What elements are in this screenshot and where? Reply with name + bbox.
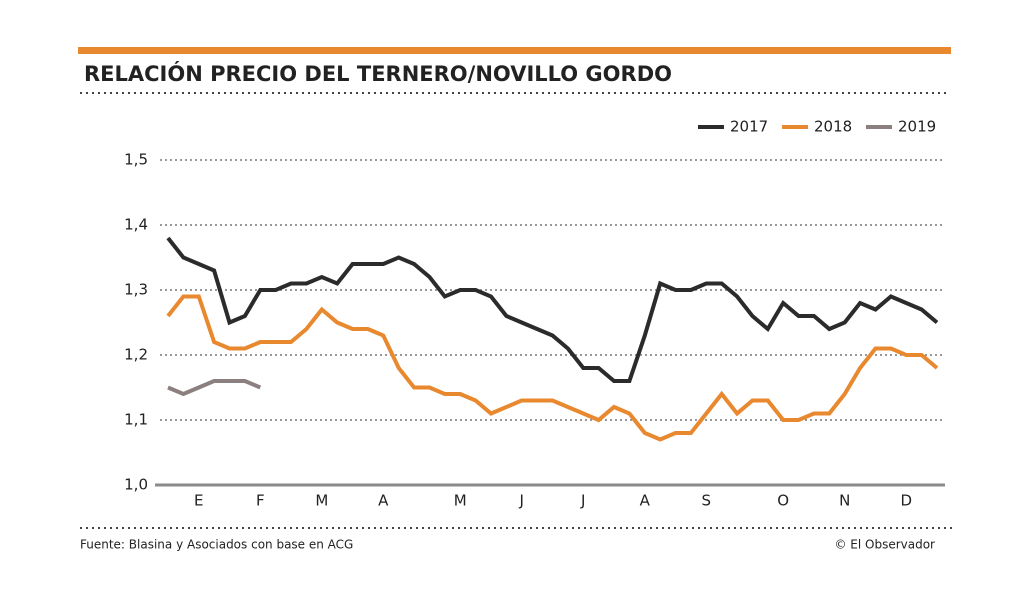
- x-tick-label: D: [900, 492, 912, 510]
- y-tick-label: 1,3: [124, 281, 148, 299]
- credit: © El Observador: [834, 538, 935, 552]
- legend-label: 2018: [814, 118, 852, 136]
- y-tick-label: 1,1: [124, 411, 148, 429]
- series-line: [166, 294, 939, 442]
- x-tick-label: J: [580, 492, 585, 510]
- x-tick-label: J: [519, 492, 524, 510]
- y-tick-label: 1,5: [124, 151, 148, 169]
- series-line: [166, 236, 939, 383]
- x-tick-label: A: [640, 492, 651, 510]
- top-bar: [78, 47, 951, 54]
- source: Fuente: Blasina y Asociados con base en …: [80, 538, 353, 552]
- y-tick-label: 1,4: [124, 216, 148, 234]
- legend-label: 2019: [898, 118, 936, 136]
- x-tick-label: M: [454, 492, 467, 510]
- x-tick-label: E: [194, 492, 203, 510]
- y-tick-label: 1,2: [124, 346, 148, 364]
- series-line: [167, 379, 262, 397]
- chart-title: RELACIÓN PRECIO DEL TERNERO/NOVILLO GORD…: [84, 61, 672, 86]
- x-tick-label: O: [777, 492, 789, 510]
- x-tick-label: S: [702, 492, 712, 510]
- y-tick-label: 1,0: [124, 476, 148, 494]
- x-tick-label: M: [315, 492, 328, 510]
- x-tick-label: A: [378, 492, 389, 510]
- x-tick-label: F: [256, 492, 265, 510]
- x-tick-label: N: [839, 492, 850, 510]
- legend-label: 2017: [730, 118, 768, 136]
